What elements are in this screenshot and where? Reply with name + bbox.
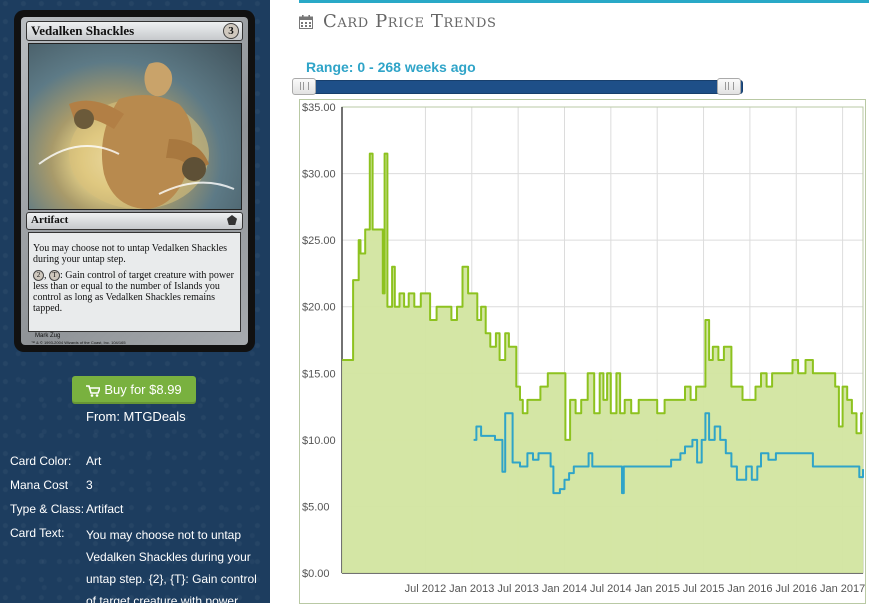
x-tick-label: Jul 2013	[497, 583, 539, 595]
buy-button[interactable]: Buy for $8.99	[72, 376, 196, 404]
card-sidebar: Vedalken Shackles 3 Artifact	[0, 0, 270, 603]
price-chart-svg: $0.00 $5.00 $10.00 $15.00 $20.00 $25.00 $30.00…	[302, 102, 865, 595]
x-tick-label: Jul 2012	[405, 583, 447, 595]
grip-icon	[300, 82, 309, 90]
card-title-bar: Vedalken Shackles 3	[26, 21, 243, 41]
y-tick-label: $25.00	[302, 235, 336, 247]
card-frame: Vedalken Shackles 3 Artifact	[21, 17, 248, 345]
price-chart: $0.00 $5.00 $10.00 $15.00 $20.00 $25.00 $30.00…	[299, 99, 866, 604]
mana-cost-label: Mana Cost	[10, 478, 69, 492]
x-tick-label: Jan 2017	[820, 583, 865, 595]
card-color-value: Art	[86, 454, 102, 468]
card-type-bar: Artifact	[26, 212, 243, 230]
card-rules-text-2: 2, T: Gain control of target creature wi…	[33, 270, 234, 315]
page-title: Card Price Trends	[323, 11, 497, 32]
type-class-value: Artifact	[86, 502, 124, 516]
range-label: Range: 0 - 268 weeks ago	[306, 59, 476, 75]
card-artwork-figure	[38, 62, 235, 209]
buy-source: From: MTGDeals	[86, 409, 186, 424]
card-rules-text-2-body: : Gain control of target creature with p…	[33, 270, 234, 315]
card-copyright: ™ & © 1993-2004 Wizards of the Coast, In…	[31, 340, 126, 345]
x-tick-label: Jul 2016	[775, 583, 817, 595]
type-class-label: Type & Class:	[10, 502, 85, 516]
card-artist: Mark Zug	[35, 333, 61, 339]
range-slider-handle-start[interactable]	[292, 78, 316, 95]
range-slider-track[interactable]	[299, 80, 743, 94]
x-tick-label: Jan 2013	[449, 583, 494, 595]
buy-button-label: Buy for $8.99	[104, 382, 182, 397]
x-tick-label: Jan 2015	[635, 583, 680, 595]
card-artwork	[28, 43, 242, 210]
card-name: Vedalken Shackles	[31, 23, 135, 38]
x-tick-label: Jul 2015	[683, 583, 725, 595]
series-0-line	[342, 152, 863, 441]
card-color-label: Card Color:	[10, 454, 72, 468]
card-text-label: Card Text:	[10, 526, 65, 540]
mana-2-icon: 2	[33, 270, 44, 282]
y-tick-label: $15.00	[302, 368, 336, 380]
set-symbol-icon	[227, 215, 237, 225]
card-mana-cost: 3	[223, 23, 239, 39]
card-rules-text-1: You may choose not to untap Vedalken Sha…	[33, 243, 228, 265]
series-1-line	[473, 412, 864, 495]
card-type-line: Artifact	[31, 214, 69, 226]
y-tick-label: $10.00	[302, 435, 336, 447]
tap-symbol-icon: T	[49, 270, 60, 282]
series-0-area	[342, 153, 863, 573]
range-slider-handle-end[interactable]	[717, 78, 741, 95]
card-text-box: You may choose not to untap Vedalken Sha…	[28, 232, 241, 332]
calendar-icon	[299, 15, 313, 29]
x-tick-label: Jan 2016	[727, 583, 772, 595]
x-tick-label: Jan 2014	[542, 583, 587, 595]
card-text-value: You may choose not to untap Vedalken Sha…	[86, 528, 257, 603]
mana-cost-value: 3	[86, 478, 93, 492]
y-tick-label: $30.00	[302, 169, 336, 181]
y-tick-label: $20.00	[302, 302, 336, 314]
x-tick-label: Jul 2014	[590, 583, 632, 595]
y-tick-label: $0.00	[302, 568, 330, 580]
y-tick-label: $5.00	[302, 501, 330, 513]
grip-icon	[725, 82, 734, 90]
y-tick-label: $35.00	[302, 102, 336, 114]
card-image: Vedalken Shackles 3 Artifact	[14, 10, 255, 352]
header-accent-rule	[299, 0, 869, 3]
shopping-cart-icon	[86, 384, 101, 397]
